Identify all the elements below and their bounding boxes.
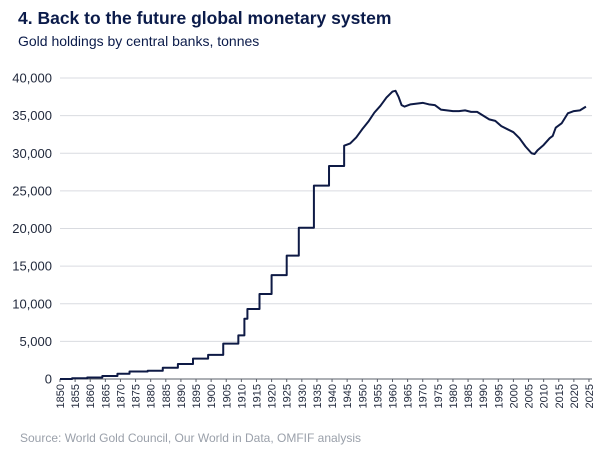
- x-tick-label: 1920: [267, 384, 279, 408]
- y-tick-label: 30,000: [12, 146, 52, 161]
- x-tick-label: 1890: [176, 384, 188, 408]
- x-tick-label: 2015: [554, 384, 566, 408]
- x-tick-label: 2025: [584, 384, 596, 408]
- x-tick-label: 1850: [55, 384, 67, 408]
- x-tick-label: 1870: [115, 384, 127, 408]
- x-tick-label: 1930: [297, 384, 309, 408]
- x-tick-label: 1980: [448, 384, 460, 408]
- y-tick-label: 40,000: [12, 71, 52, 86]
- x-tick-label: 1990: [478, 384, 490, 408]
- source-note: Source: World Gold Council, Our World in…: [20, 431, 361, 445]
- x-tick-label: 1855: [70, 384, 82, 408]
- x-tick-label: 1960: [388, 384, 400, 408]
- x-tick-label: 2020: [569, 384, 581, 408]
- x-tick-label: 1910: [236, 384, 248, 408]
- x-tick-label: 1950: [357, 384, 369, 408]
- x-tick-label: 2010: [539, 384, 551, 408]
- x-tick-label: 1880: [146, 384, 158, 408]
- x-tick-label: 1995: [493, 384, 505, 408]
- y-tick-label: 35,000: [12, 108, 52, 123]
- x-tick-label: 1900: [206, 384, 218, 408]
- series-line-gold-holdings: [60, 89, 587, 380]
- x-tick-label: 1885: [161, 384, 173, 408]
- chart-title: 4. Back to the future global monetary sy…: [18, 8, 391, 28]
- y-tick-label: 5,000: [19, 334, 52, 349]
- y-tick-label: 15,000: [12, 259, 52, 274]
- y-tick-label: 25,000: [12, 183, 52, 198]
- y-tick-label: 0: [45, 372, 52, 387]
- x-tick-label: 1875: [131, 384, 143, 408]
- x-tick-label: 1955: [372, 384, 384, 408]
- x-tick-label: 1905: [221, 384, 233, 408]
- y-tick-label: 20,000: [12, 221, 52, 236]
- x-tick-label: 1925: [282, 384, 294, 408]
- x-tick-label: 1895: [191, 384, 203, 408]
- x-tick-label: 1935: [312, 384, 324, 408]
- x-tick-label: 2005: [524, 384, 536, 408]
- y-tick-label: 10,000: [12, 296, 52, 311]
- x-tick-label: 2000: [508, 384, 520, 408]
- x-tick-label: 1915: [251, 384, 263, 408]
- x-tick-label: 1975: [433, 384, 445, 408]
- x-tick-label: 1860: [85, 384, 97, 408]
- x-tick-label: 1965: [403, 384, 415, 408]
- gridlines: [60, 77, 592, 342]
- x-tick-label: 1970: [418, 384, 430, 408]
- x-tick-label: 1985: [463, 384, 475, 408]
- x-tick-label: 1940: [327, 384, 339, 408]
- chart-subtitle: Gold holdings by central banks, tonnes: [18, 33, 259, 49]
- x-axis-ticks: 1850 1855 1860 1865 1870 1875 1880 1885 1890 1895…: [55, 379, 596, 408]
- x-tick-label: 1865: [100, 384, 112, 408]
- x-tick-label: 1945: [342, 384, 354, 408]
- y-axis-ticks: 0 5,000 10,000 15,000 20,000 25,000 30,000 35,0…: [12, 71, 52, 387]
